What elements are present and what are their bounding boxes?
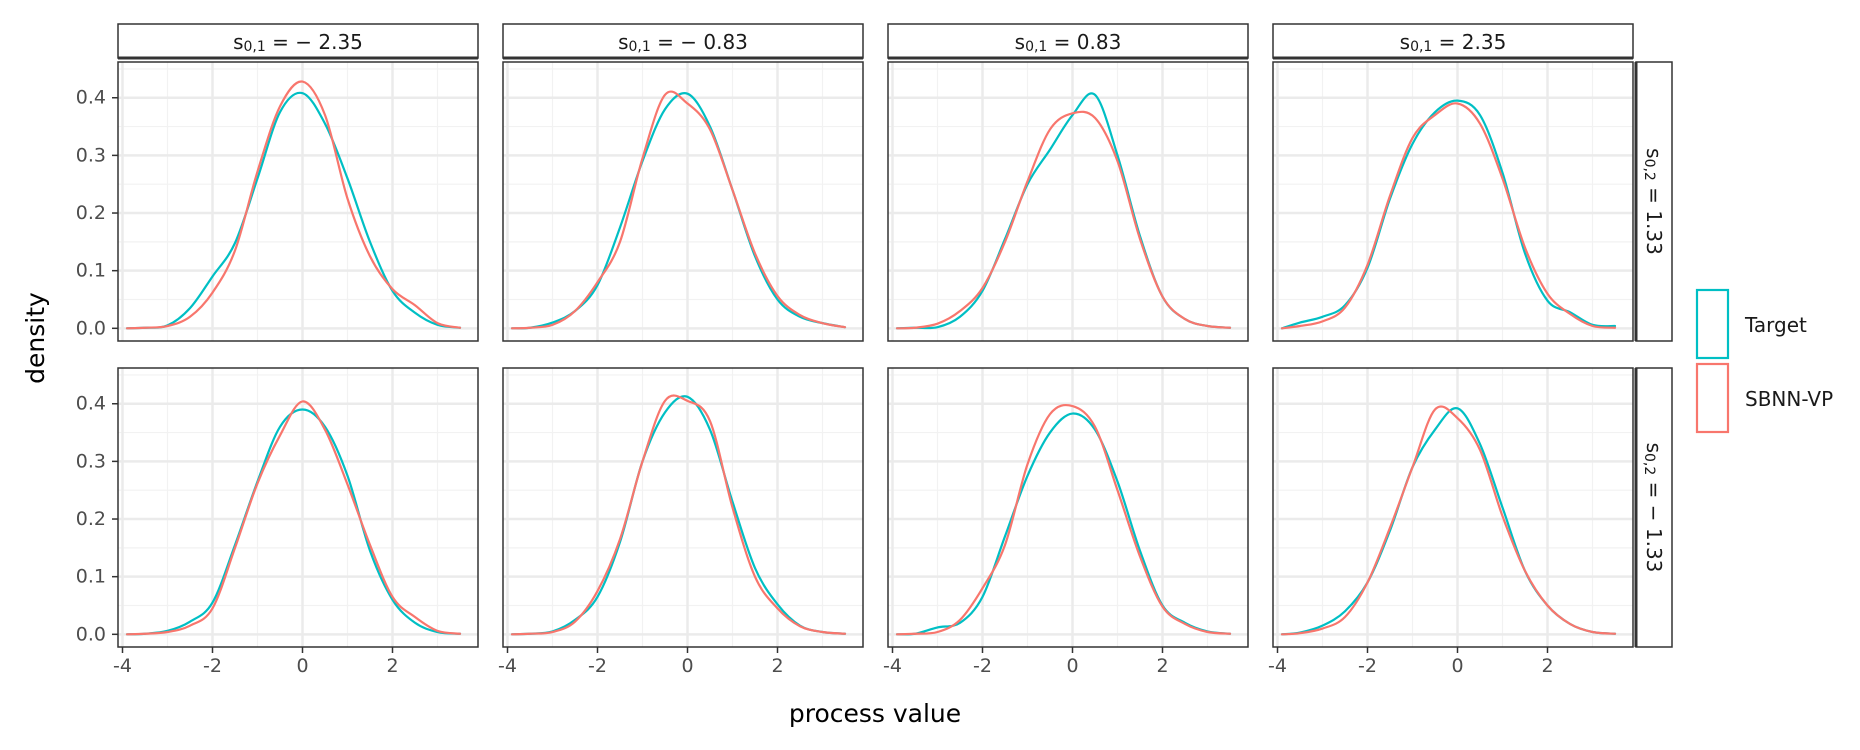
panel-background — [1273, 62, 1633, 341]
strips-layer: s0,1 = − 2.35 s0,1 = − 0.83 s0,1 = 0.83 s0,… — [117, 23, 1673, 648]
column-strip-4: s0,1 = 2.35 — [1272, 23, 1634, 60]
legend-item-sbnn-vp: SBNN-VP — [1695, 362, 1833, 434]
column-strip-label: s0,1 = 2.35 — [1400, 30, 1507, 55]
legend-label: SBNN-VP — [1745, 387, 1833, 411]
x-tick-label: -4 — [883, 655, 902, 677]
panel-border — [117, 367, 479, 648]
panel-background — [503, 62, 863, 341]
density-line-target — [510, 395, 847, 636]
x-tick-label: 0 — [1451, 655, 1463, 677]
x-tick-label: 0 — [1066, 655, 1078, 677]
x-axis-label: process value — [789, 699, 961, 728]
y-tick-label: 0.1 — [76, 566, 106, 588]
panel-background — [118, 368, 478, 647]
column-strip-2: s0,1 = − 0.83 — [502, 23, 864, 60]
x-tick-label: -2 — [1358, 655, 1377, 677]
legend-item-target: Target — [1695, 288, 1807, 360]
density-line-sbnn-vp — [895, 403, 1232, 636]
row-strip-label: s0,2 = 1.33 — [1641, 148, 1666, 255]
panel-border — [1272, 61, 1634, 342]
panel-background — [503, 368, 863, 647]
column-strip-label: s0,1 = 0.83 — [1015, 30, 1122, 55]
strip-background — [502, 23, 864, 59]
density-line-sbnn-vp — [510, 90, 847, 330]
x-tick-label: -4 — [498, 655, 517, 677]
panels-layer — [117, 61, 1634, 648]
legend-key — [1695, 288, 1730, 360]
density-line-sbnn-vp — [895, 110, 1232, 330]
panel-r1-c4 — [1272, 61, 1634, 342]
x-tick-label: -4 — [1268, 655, 1287, 677]
strip-background — [1635, 61, 1673, 342]
panel-r1-c3 — [887, 61, 1249, 342]
panel-r1-c2 — [502, 61, 864, 342]
panel-r2-c2 — [502, 367, 864, 648]
column-strip-label: s0,1 = − 0.83 — [618, 30, 748, 55]
panel-border — [887, 367, 1249, 648]
panel-background — [118, 62, 478, 341]
panel-border — [502, 61, 864, 342]
density-line-sbnn-vp — [1280, 405, 1617, 636]
panel-border — [117, 61, 479, 342]
row-strip-1: s0,2 = 1.33 — [1634, 61, 1673, 342]
panel-r2-c3 — [887, 367, 1249, 648]
x-tick-label: -2 — [973, 655, 992, 677]
strip-background — [887, 23, 1249, 59]
y-tick-label: 0.0 — [76, 623, 106, 645]
panel-r2-c4 — [1272, 367, 1634, 648]
strip-background — [1272, 23, 1634, 59]
x-tick-label: 2 — [1541, 655, 1553, 677]
y-tick-label: 0.1 — [76, 260, 106, 282]
y-tick-label: 0.2 — [76, 202, 106, 224]
legend-key — [1695, 362, 1730, 434]
strip-background — [1635, 367, 1673, 648]
column-strip-3: s0,1 = 0.83 — [887, 23, 1249, 60]
y-tick-label: 0.4 — [76, 393, 106, 415]
x-tick-label: -4 — [113, 655, 132, 677]
legend-label: Target — [1744, 313, 1807, 337]
panel-r1-c1 — [117, 61, 479, 342]
row-strip-2: s0,2 = − 1.33 — [1634, 367, 1673, 648]
density-line-sbnn-vp — [510, 394, 847, 636]
x-tick-label: -2 — [588, 655, 607, 677]
legend: Target SBNN-VP — [1695, 288, 1833, 434]
x-tick-label: -2 — [203, 655, 222, 677]
column-strip-label: s0,1 = − 2.35 — [233, 30, 363, 55]
panel-r2-c1 — [117, 367, 479, 648]
density-line-target — [1280, 99, 1617, 330]
panel-border — [502, 367, 864, 648]
density-line-sbnn-vp — [1280, 102, 1617, 330]
column-strip-1: s0,1 = − 2.35 — [117, 23, 479, 60]
y-tick-label: 0.3 — [76, 144, 106, 166]
y-axis-label: density — [21, 292, 50, 384]
y-tick-label: 0.3 — [76, 450, 106, 472]
row-strip-label: s0,2 = − 1.33 — [1641, 443, 1666, 573]
x-tick-label: 2 — [1156, 655, 1168, 677]
density-line-sbnn-vp — [125, 400, 462, 636]
panel-background — [888, 62, 1248, 341]
strip-background — [117, 23, 479, 59]
y-tick-label: 0.2 — [76, 508, 106, 530]
density-line-target — [125, 91, 462, 330]
density-line-sbnn-vp — [125, 80, 462, 330]
x-tick-label: 0 — [681, 655, 693, 677]
y-tick-label: 0.0 — [76, 317, 106, 339]
y-tick-label: 0.4 — [76, 87, 106, 109]
x-tick-label: 2 — [771, 655, 783, 677]
x-tick-label: 0 — [296, 655, 308, 677]
x-tick-label: 2 — [386, 655, 398, 677]
panel-border — [1272, 367, 1634, 648]
panel-border — [887, 61, 1249, 342]
axes-layer: 0.0 0.1 0.2 0.3 0.4 0.0 0.1 0.2 0.3 0.4 -4 -2 0 2 -4 -2… — [76, 87, 1554, 677]
